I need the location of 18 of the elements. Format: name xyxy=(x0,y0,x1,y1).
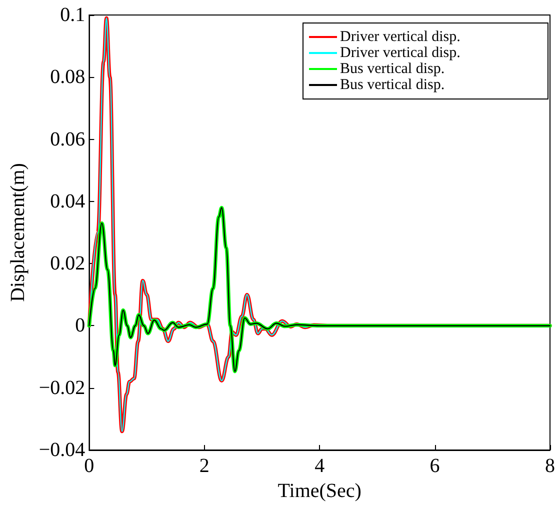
legend-label: Driver vertical disp. xyxy=(340,45,460,61)
y-tick-label: −0.04 xyxy=(38,439,86,461)
y-tick-label: 0 xyxy=(75,314,86,337)
legend-label: Bus vertical disp. xyxy=(340,77,445,93)
y-tick-label: 0.08 xyxy=(50,66,86,88)
legend-label: Driver vertical disp. xyxy=(340,29,460,45)
y-tick-label: 0.02 xyxy=(50,252,86,275)
x-axis-title: Time(Sec) xyxy=(278,480,362,502)
y-axis-title: Displacement(m) xyxy=(7,163,29,302)
legend-label: Bus vertical disp. xyxy=(340,61,445,77)
y-tick-label: 0.04 xyxy=(50,190,86,212)
y-tick-label: −0.02 xyxy=(38,376,86,399)
y-tick-label: 0.06 xyxy=(50,128,86,150)
x-tick-label: 4 xyxy=(314,455,325,477)
y-tick-label: 0.1 xyxy=(60,4,86,26)
x-tick-label: 8 xyxy=(545,455,555,477)
x-tick-label: 2 xyxy=(199,455,210,477)
x-tick-label: 6 xyxy=(430,455,440,477)
